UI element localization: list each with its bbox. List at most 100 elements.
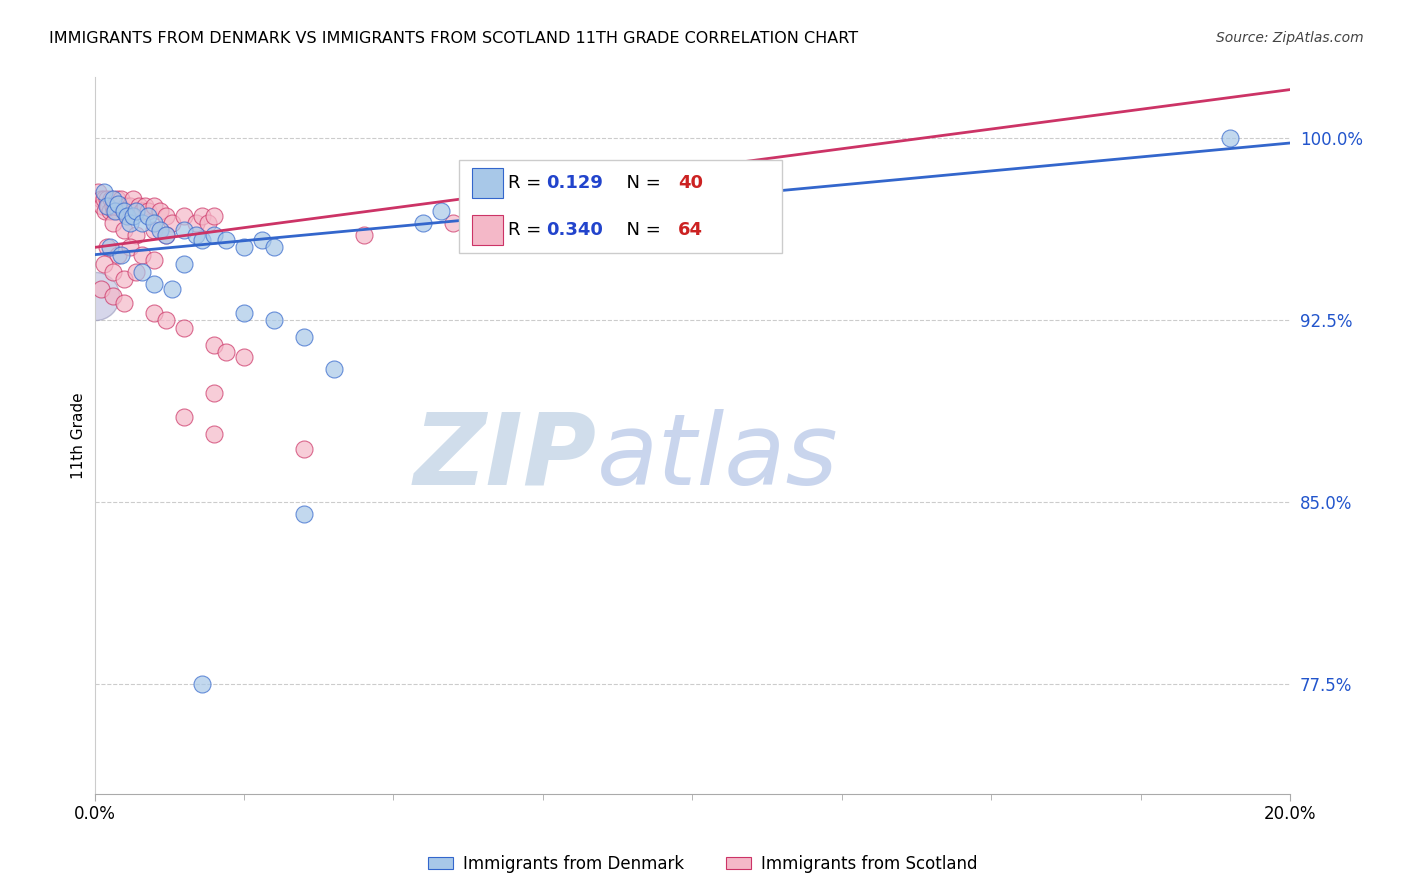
Point — [162, 282, 184, 296]
Point — [120, 216, 142, 230]
Point — [143, 306, 166, 320]
Text: atlas: atlas — [596, 409, 838, 506]
Text: 0.340: 0.340 — [547, 221, 603, 239]
Point — [83, 289, 105, 303]
Point — [96, 199, 118, 213]
Point — [122, 209, 145, 223]
Point — [353, 228, 375, 243]
Point — [107, 196, 129, 211]
Point — [173, 410, 195, 425]
Point — [197, 216, 219, 230]
Point — [155, 209, 177, 223]
Point — [100, 192, 122, 206]
Point — [513, 233, 536, 247]
Point — [104, 199, 127, 213]
Point — [215, 344, 238, 359]
Point — [143, 277, 166, 291]
Point — [110, 248, 132, 262]
Point — [114, 272, 136, 286]
Point — [233, 350, 256, 364]
Point — [125, 204, 148, 219]
Point — [173, 257, 195, 271]
Text: R =: R = — [508, 174, 547, 192]
Point — [120, 240, 142, 254]
Point — [93, 192, 115, 206]
Point — [104, 204, 127, 219]
Point — [107, 204, 129, 219]
Point — [292, 330, 315, 344]
Point — [1219, 131, 1241, 145]
Point — [117, 204, 139, 219]
Point — [155, 228, 177, 243]
Point — [430, 204, 453, 219]
Text: IMMIGRANTS FROM DENMARK VS IMMIGRANTS FROM SCOTLAND 11TH GRADE CORRELATION CHART: IMMIGRANTS FROM DENMARK VS IMMIGRANTS FR… — [49, 31, 858, 46]
Point — [191, 209, 214, 223]
Point — [114, 296, 136, 310]
Point — [96, 240, 118, 254]
Point — [110, 192, 132, 206]
Point — [202, 228, 225, 243]
Point — [93, 257, 115, 271]
Point — [155, 228, 177, 243]
Point — [101, 289, 124, 303]
Point — [131, 204, 153, 219]
Point — [263, 313, 285, 327]
Point — [101, 216, 124, 230]
Point — [107, 248, 129, 262]
Point — [202, 427, 225, 442]
Text: 0.129: 0.129 — [547, 174, 603, 192]
Point — [173, 209, 195, 223]
Point — [292, 442, 315, 456]
Point — [114, 223, 136, 237]
Point — [90, 199, 112, 213]
Point — [215, 233, 238, 247]
Point — [114, 199, 136, 213]
Y-axis label: 11th Grade: 11th Grade — [72, 392, 86, 479]
Point — [90, 282, 112, 296]
Point — [502, 223, 524, 237]
Point — [143, 223, 166, 237]
Point — [96, 192, 118, 206]
Point — [202, 337, 225, 351]
Text: N =: N = — [614, 174, 666, 192]
Point — [131, 265, 153, 279]
Point — [441, 216, 464, 230]
Point — [101, 192, 124, 206]
Text: Source: ZipAtlas.com: Source: ZipAtlas.com — [1216, 31, 1364, 45]
Point — [186, 216, 208, 230]
FancyBboxPatch shape — [472, 215, 503, 245]
Point — [94, 204, 117, 219]
Point — [125, 228, 148, 243]
Point — [191, 677, 214, 691]
Text: ZIP: ZIP — [413, 409, 596, 506]
Point — [322, 361, 344, 376]
Point — [131, 216, 153, 230]
Point — [202, 386, 225, 401]
Point — [143, 199, 166, 213]
Point — [101, 199, 124, 213]
Point — [138, 209, 160, 223]
Point — [162, 216, 184, 230]
Point — [108, 199, 131, 213]
Point — [128, 199, 150, 213]
Point — [143, 216, 166, 230]
Point — [186, 228, 208, 243]
Point — [173, 223, 195, 237]
Point — [412, 216, 434, 230]
Point — [263, 240, 285, 254]
Point — [93, 185, 115, 199]
Legend: Immigrants from Denmark, Immigrants from Scotland: Immigrants from Denmark, Immigrants from… — [422, 848, 984, 880]
Point — [125, 265, 148, 279]
Point — [143, 252, 166, 267]
FancyBboxPatch shape — [460, 160, 782, 253]
Point — [173, 320, 195, 334]
Point — [149, 223, 172, 237]
Point — [292, 508, 315, 522]
Point — [114, 204, 136, 219]
Point — [105, 192, 128, 206]
Text: 64: 64 — [678, 221, 703, 239]
Point — [114, 204, 136, 219]
Point — [122, 192, 145, 206]
Text: R =: R = — [508, 221, 547, 239]
Point — [131, 248, 153, 262]
